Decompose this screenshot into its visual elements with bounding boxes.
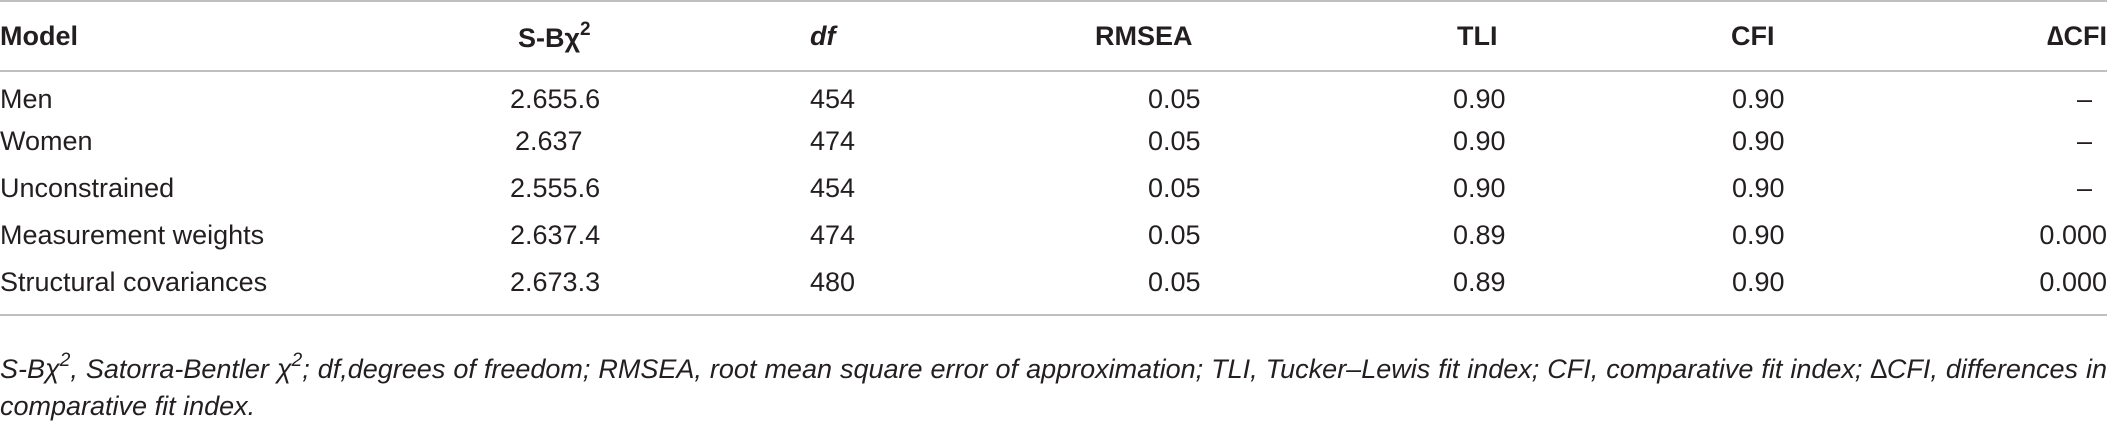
cell-df: 454	[810, 173, 856, 203]
cell-model: Structural covariances	[0, 259, 480, 316]
cell-model: Men	[0, 83, 53, 114]
table-row: Structural covariances 2.673.3 480 0.05 …	[0, 259, 2107, 316]
cell-df: 480	[770, 259, 1080, 316]
cell-model: Women	[0, 126, 93, 156]
footnote-abbrev-sb: S-Bχ	[0, 354, 60, 384]
table-row: Measurement weights 2.637.4 474 0.05 0.8…	[0, 212, 2107, 259]
cell-tli: 0.89	[1335, 259, 1625, 316]
cell-sb-chi2: 2.655.6	[510, 83, 601, 114]
cell-model: Measurement weights	[0, 220, 265, 250]
cell-delta-cfi: 0.000	[1925, 259, 2107, 316]
cell-sb-chi2: 2.673.3	[480, 259, 770, 316]
header-cfi: CFI	[1625, 0, 1925, 72]
cell-rmsea: 0.05	[1148, 173, 1201, 203]
cell-sb-chi2: 2.637.4	[510, 220, 601, 250]
cell-cfi: 0.90	[1625, 259, 1925, 316]
cell-sb-chi2: 2.637	[515, 126, 583, 156]
cell-rmsea: 0.05	[1148, 126, 1201, 156]
cell-sb-chi2: 2.555.6	[510, 173, 601, 203]
cell-delta-cfi: –	[2076, 173, 2092, 203]
table-header: Model S-Bχ2 df RMSEA TLI CFI ∆CFI	[0, 0, 2107, 72]
header-delta-cfi: ∆CFI	[1925, 0, 2107, 72]
footnote-satorra-bentler: , Satorra-Bentler χ	[70, 354, 292, 384]
cell-cfi: 0.90	[1732, 220, 1785, 250]
cell-cfi: 0.90	[1732, 173, 1785, 203]
table-row: Unconstrained 2.555.6 454 0.05 0.90 0.90…	[0, 165, 2107, 212]
header-df: df	[770, 0, 1080, 72]
header-model: Model	[0, 0, 480, 72]
cell-tli: 0.90	[1453, 173, 1506, 203]
header-tli: TLI	[1335, 0, 1625, 72]
cell-cfi: 0.90	[1732, 126, 1785, 156]
cell-cfi: 0.90	[1732, 83, 1785, 114]
cell-rmsea: 0.05	[1080, 259, 1335, 316]
cell-rmsea: 0.05	[1148, 220, 1201, 250]
footnote-definitions: ; df,degrees of freedom; RMSEA, root mea…	[0, 354, 2107, 421]
footnote-superscript: 2	[59, 350, 71, 371]
cell-df: 474	[810, 220, 856, 250]
header-sb-superscript: 2	[580, 18, 591, 40]
table-footnote: S-Bχ2, Satorra-Bentler χ2; df,degrees of…	[0, 342, 2107, 425]
cell-rmsea: 0.05	[1148, 83, 1201, 114]
cell-tli: 0.90	[1453, 126, 1506, 156]
header-sb-chi2: S-Bχ2	[480, 0, 770, 72]
table-body: Men 2.655.6 454 0.05 0.90 0.90 – Women 2…	[0, 71, 2107, 316]
header-rmsea: RMSEA	[1080, 0, 1335, 72]
cell-df: 454	[810, 83, 856, 114]
fit-indices-table: Model S-Bχ2 df RMSEA TLI CFI ∆CFI Men 2.…	[0, 0, 2107, 316]
cell-tli: 0.89	[1453, 220, 1506, 250]
header-row: Model S-Bχ2 df RMSEA TLI CFI ∆CFI	[0, 0, 2107, 72]
cell-delta-cfi: –	[2076, 126, 2092, 156]
cell-df: 474	[810, 126, 856, 156]
header-sb-label: S-Bχ	[518, 22, 581, 53]
cell-delta-cfi: –	[2076, 83, 2092, 114]
cell-delta-cfi: 0.000	[2039, 220, 2107, 250]
cell-model: Unconstrained	[0, 173, 175, 203]
table-row: Men 2.655.6 454 0.05 0.90 0.90 –	[0, 71, 2107, 118]
cell-tli: 0.90	[1453, 83, 1506, 114]
table-row: Women 2.637 474 0.05 0.90 0.90 –	[0, 118, 2107, 165]
footnote-superscript: 2	[291, 350, 303, 371]
